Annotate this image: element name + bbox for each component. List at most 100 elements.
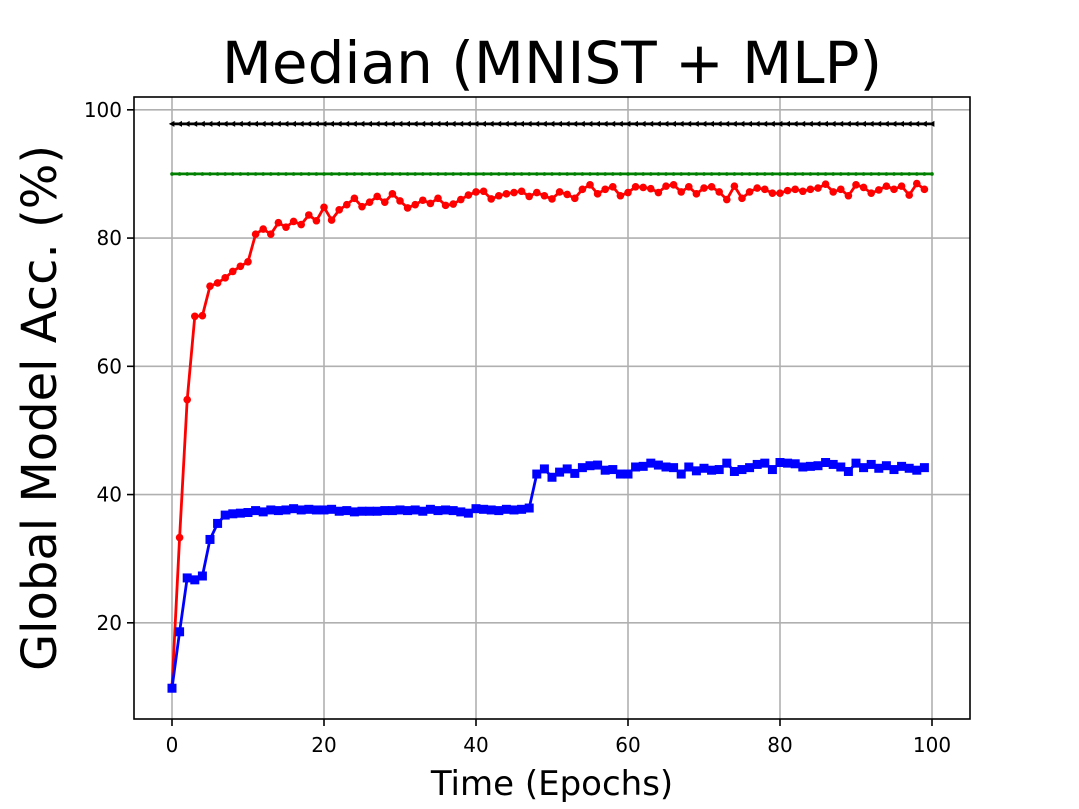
data-point bbox=[601, 185, 609, 194]
data-point bbox=[327, 504, 337, 514]
y-tick-label: 100 bbox=[84, 98, 122, 122]
data-point bbox=[816, 172, 820, 176]
data-point bbox=[884, 172, 889, 176]
data-point bbox=[875, 186, 883, 194]
data-point bbox=[464, 191, 473, 199]
data-point bbox=[723, 195, 731, 204]
data-point bbox=[463, 508, 473, 518]
data-point bbox=[428, 172, 433, 176]
data-point bbox=[244, 120, 251, 127]
data-point bbox=[274, 218, 283, 227]
data-point bbox=[881, 461, 891, 471]
data-point bbox=[220, 510, 230, 520]
data-point bbox=[299, 172, 304, 176]
data-point bbox=[647, 120, 654, 127]
data-point bbox=[425, 504, 435, 514]
data-point bbox=[716, 120, 722, 127]
data-point bbox=[175, 627, 185, 637]
data-point bbox=[486, 505, 496, 515]
data-point bbox=[327, 216, 336, 224]
data-point bbox=[251, 230, 260, 239]
data-point bbox=[707, 182, 716, 191]
data-point bbox=[805, 461, 815, 471]
data-point bbox=[669, 181, 678, 189]
data-point bbox=[898, 120, 904, 127]
data-point bbox=[532, 469, 542, 479]
data-point bbox=[403, 204, 412, 212]
data-point bbox=[883, 120, 889, 127]
data-point bbox=[859, 183, 868, 192]
data-point bbox=[859, 463, 869, 473]
data-point bbox=[845, 120, 851, 127]
data-point bbox=[459, 172, 463, 176]
data-point bbox=[874, 463, 884, 473]
data-point bbox=[814, 184, 822, 192]
data-point bbox=[215, 172, 220, 176]
data-point bbox=[434, 194, 442, 203]
chart-title: Median (MNIST + MLP) bbox=[222, 29, 882, 97]
data-point bbox=[502, 190, 511, 198]
data-point bbox=[479, 187, 488, 196]
data-point bbox=[510, 188, 518, 197]
data-point bbox=[525, 192, 533, 201]
data-point bbox=[745, 188, 754, 196]
data-point bbox=[389, 120, 395, 127]
data-point bbox=[421, 172, 425, 176]
data-point bbox=[367, 172, 372, 176]
data-point bbox=[291, 172, 296, 176]
data-point bbox=[714, 465, 724, 475]
data-point bbox=[746, 120, 752, 127]
series-line bbox=[170, 181, 926, 687]
data-point bbox=[594, 120, 600, 127]
data-point bbox=[350, 194, 359, 203]
data-point bbox=[753, 184, 761, 192]
data-point bbox=[193, 172, 197, 176]
data-point bbox=[290, 120, 296, 127]
data-point bbox=[319, 505, 329, 515]
data-point bbox=[259, 225, 268, 233]
data-point bbox=[691, 466, 701, 476]
data-point bbox=[465, 120, 471, 127]
data-point bbox=[170, 172, 174, 176]
data-point bbox=[190, 575, 200, 585]
data-point bbox=[670, 120, 676, 127]
data-point bbox=[313, 120, 319, 127]
data-point bbox=[358, 202, 366, 211]
data-point bbox=[767, 465, 777, 475]
data-point bbox=[791, 185, 799, 194]
data-point bbox=[168, 120, 175, 127]
data-point bbox=[533, 188, 541, 197]
data-point bbox=[578, 185, 587, 194]
data-point bbox=[365, 198, 374, 206]
data-point bbox=[501, 504, 511, 514]
data-point bbox=[191, 120, 198, 127]
data-point bbox=[328, 120, 334, 127]
data-point bbox=[366, 120, 372, 127]
x-axis-label: Time (Epochs) bbox=[430, 764, 673, 804]
data-point bbox=[517, 187, 526, 196]
data-point bbox=[390, 172, 395, 176]
data-point bbox=[624, 188, 632, 197]
data-point bbox=[466, 172, 471, 176]
data-point bbox=[550, 172, 554, 176]
data-point bbox=[755, 172, 759, 176]
data-point bbox=[533, 120, 540, 127]
data-point bbox=[557, 172, 562, 176]
data-point bbox=[702, 172, 706, 176]
data-point bbox=[649, 172, 653, 176]
data-point bbox=[669, 463, 679, 473]
data-point bbox=[662, 182, 670, 190]
data-point bbox=[273, 506, 283, 516]
data-point bbox=[480, 120, 486, 127]
data-point bbox=[740, 172, 744, 176]
data-point bbox=[570, 468, 580, 478]
y-tick-label: 20 bbox=[97, 611, 122, 635]
data-point bbox=[679, 172, 683, 176]
data-point bbox=[518, 120, 524, 127]
data-point bbox=[616, 191, 625, 200]
data-point bbox=[205, 534, 215, 544]
data-point bbox=[352, 172, 357, 176]
data-point bbox=[821, 458, 831, 468]
data-point bbox=[358, 120, 365, 127]
